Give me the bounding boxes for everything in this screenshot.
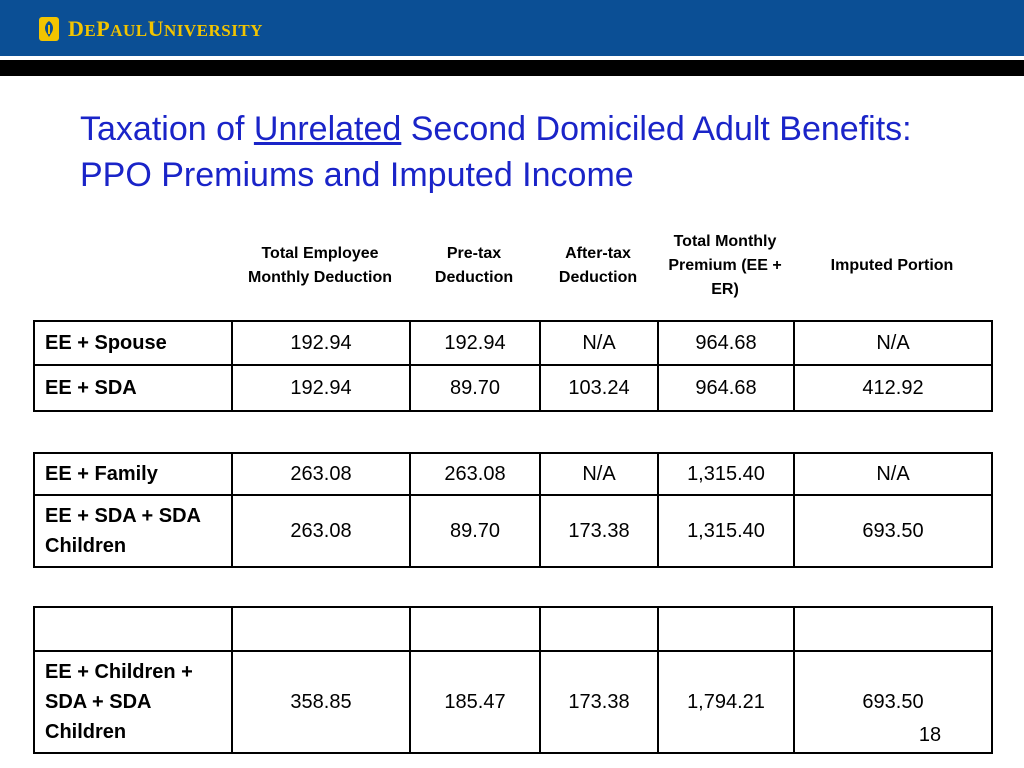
- table-cell: 693.50: [793, 494, 993, 568]
- column-header-imputed: Imputed Portion: [830, 257, 954, 274]
- header-divider: [0, 60, 1024, 76]
- table-cell: 693.50: [793, 650, 993, 754]
- table-cell: 1,315.40: [657, 452, 795, 496]
- table-cell: 89.70: [409, 364, 541, 412]
- column-header-total-premium: Total Monthly Premium (EE + ER): [668, 233, 782, 298]
- premium-table-children: EE + Children + SDA + SDA Children 358.8…: [33, 606, 993, 754]
- table-row: EE + Children + SDA + SDA Children 358.8…: [33, 650, 993, 754]
- table-cell: 1,794.21: [657, 650, 795, 754]
- table-cell: 964.68: [657, 364, 795, 412]
- table-cell: 1,315.40: [657, 494, 795, 568]
- table-cell: 89.70: [409, 494, 541, 568]
- column-header-aftertax: After-tax Deduction: [558, 245, 638, 286]
- table-cell: 964.68: [657, 320, 795, 366]
- table-cell: 358.85: [231, 650, 411, 754]
- table-cell: [231, 606, 411, 652]
- table-cell: [409, 606, 541, 652]
- table-cell: 263.08: [409, 452, 541, 496]
- table-cell: 412.92: [793, 364, 993, 412]
- page-number: 18: [918, 724, 942, 746]
- slide-title: Taxation of Unrelated Second Domiciled A…: [80, 110, 912, 194]
- table-cell: 185.47: [409, 650, 541, 754]
- table-row: EE + SDA 192.94 89.70 103.24 964.68 412.…: [33, 364, 993, 412]
- column-header-total-employee: Total Employee Monthly Deduction: [248, 245, 392, 286]
- table-cell: N/A: [793, 320, 993, 366]
- table-cell: 192.94: [231, 364, 411, 412]
- header-bar: [0, 0, 1024, 56]
- table-cell: [539, 606, 659, 652]
- table-cell: 263.08: [231, 494, 411, 568]
- table-cell: 173.38: [539, 494, 659, 568]
- table-cell: N/A: [793, 452, 993, 496]
- table-cell: [793, 606, 993, 652]
- row-label: EE + SDA: [33, 364, 233, 412]
- premium-table-spouse: EE + Spouse 192.94 192.94 N/A 964.68 N/A…: [33, 320, 993, 412]
- row-label: EE + Children + SDA + SDA Children: [33, 650, 233, 754]
- table-cell: [657, 606, 795, 652]
- table-row: EE + Spouse 192.94 192.94 N/A 964.68 N/A: [33, 320, 993, 366]
- table-cell: 263.08: [231, 452, 411, 496]
- university-seal-icon: [39, 17, 59, 41]
- table-cell: 192.94: [409, 320, 541, 366]
- table-row: EE + SDA + SDA Children 263.08 89.70 173…: [33, 494, 993, 568]
- table-row: EE + Family 263.08 263.08 N/A 1,315.40 N…: [33, 452, 993, 496]
- premium-table-family: EE + Family 263.08 263.08 N/A 1,315.40 N…: [33, 452, 993, 568]
- column-header-pretax: Pre-tax Deduction: [434, 245, 514, 286]
- table-cell: N/A: [539, 452, 659, 496]
- table-cell: 173.38: [539, 650, 659, 754]
- row-label: [33, 606, 233, 652]
- logo-wordmark: DEPAULUNIVERSITY: [68, 16, 263, 41]
- table-row: [33, 606, 993, 652]
- row-label: EE + Spouse: [33, 320, 233, 366]
- table-cell: 103.24: [539, 364, 659, 412]
- row-label: EE + Family: [33, 452, 233, 496]
- row-label: EE + SDA + SDA Children: [33, 494, 233, 568]
- depaul-logo: DEPAULUNIVERSITY: [38, 14, 263, 44]
- table-cell: N/A: [539, 320, 659, 366]
- table-cell: 192.94: [231, 320, 411, 366]
